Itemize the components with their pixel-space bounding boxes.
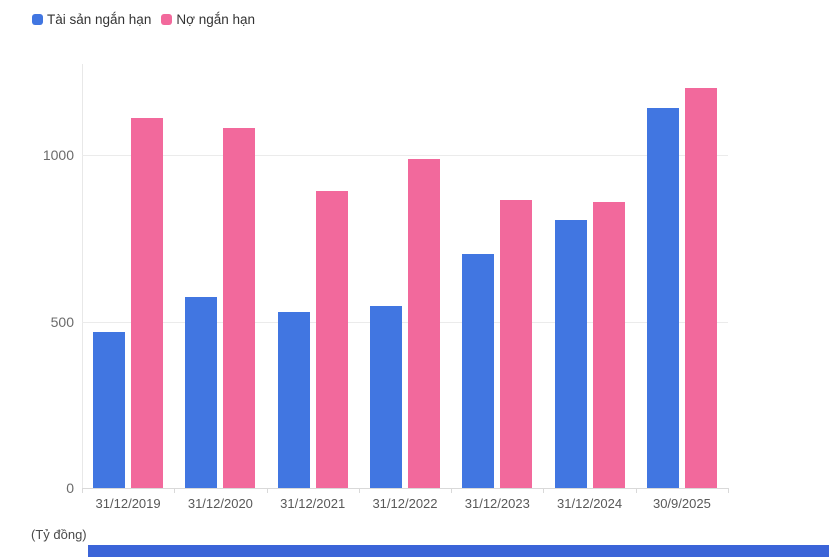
bar-liabilities-30/9/2025[interactable] — [684, 88, 717, 488]
x-axis-tick — [728, 488, 729, 493]
x-axis-label-31/12/2022: 31/12/2022 — [372, 496, 438, 511]
bar-assets-31/12/2022[interactable] — [370, 306, 402, 488]
x-axis-tick — [266, 488, 268, 493]
x-axis-tick — [358, 488, 360, 493]
gridline-1000 — [82, 155, 728, 157]
legend-label: Nợ ngắn hạn — [176, 12, 256, 27]
legend-item-liabilities[interactable]: Nợ ngắn hạn — [161, 12, 255, 27]
bottom-partial-strip — [88, 545, 829, 557]
y-axis-label-1000: 1000 — [42, 147, 74, 164]
bar-liabilities-31/12/2021[interactable] — [315, 191, 348, 488]
x-axis-label-30/9/2025: 30/9/2025 — [652, 496, 711, 511]
legend-label: Tài sản ngắn hạn — [47, 12, 152, 27]
bar-liabilities-31/12/2022[interactable] — [408, 158, 440, 488]
x-axis-tick — [635, 488, 637, 493]
bar-assets-31/12/2019[interactable] — [93, 332, 126, 488]
x-axis-label-31/12/2023: 31/12/2023 — [464, 496, 530, 511]
x-axis-label-31/12/2024: 31/12/2024 — [557, 496, 623, 511]
bar-assets-31/12/2023[interactable] — [462, 253, 495, 488]
legend-item-assets[interactable]: Tài sản ngắn hạn — [32, 12, 151, 27]
y-axis-line — [82, 64, 83, 488]
bar-liabilities-31/12/2020[interactable] — [223, 127, 256, 488]
x-axis-label-31/12/2019: 31/12/2019 — [95, 496, 161, 511]
bar-assets-31/12/2021[interactable] — [277, 312, 310, 488]
x-axis-tick — [174, 488, 176, 493]
x-axis-baseline — [82, 488, 728, 489]
bar-assets-31/12/2024[interactable] — [554, 220, 587, 488]
legend-swatch-icon — [161, 14, 173, 25]
bar-assets-31/12/2020[interactable] — [185, 297, 218, 488]
bar-liabilities-31/12/2023[interactable] — [500, 200, 533, 488]
x-axis-tick — [543, 488, 545, 493]
gridline-500 — [82, 321, 728, 323]
x-axis-label-31/12/2021: 31/12/2021 — [280, 496, 346, 511]
legend-swatch-icon — [32, 14, 43, 25]
bar-assets-30/9/2025[interactable] — [646, 107, 679, 488]
x-axis-tick — [451, 488, 453, 493]
y-axis-label-500: 500 — [50, 313, 74, 330]
unit-label: (Tỷ đồng) — [31, 527, 87, 542]
x-axis-tick — [82, 488, 83, 493]
bar-liabilities-31/12/2019[interactable] — [131, 118, 164, 488]
bar-liabilities-31/12/2024[interactable] — [592, 202, 625, 488]
y-axis-label-0: 0 — [66, 480, 74, 496]
x-axis-label-31/12/2020: 31/12/2020 — [187, 496, 253, 511]
chart-legend: Tài sản ngắn hạn Nợ ngắn hạn — [32, 12, 255, 27]
